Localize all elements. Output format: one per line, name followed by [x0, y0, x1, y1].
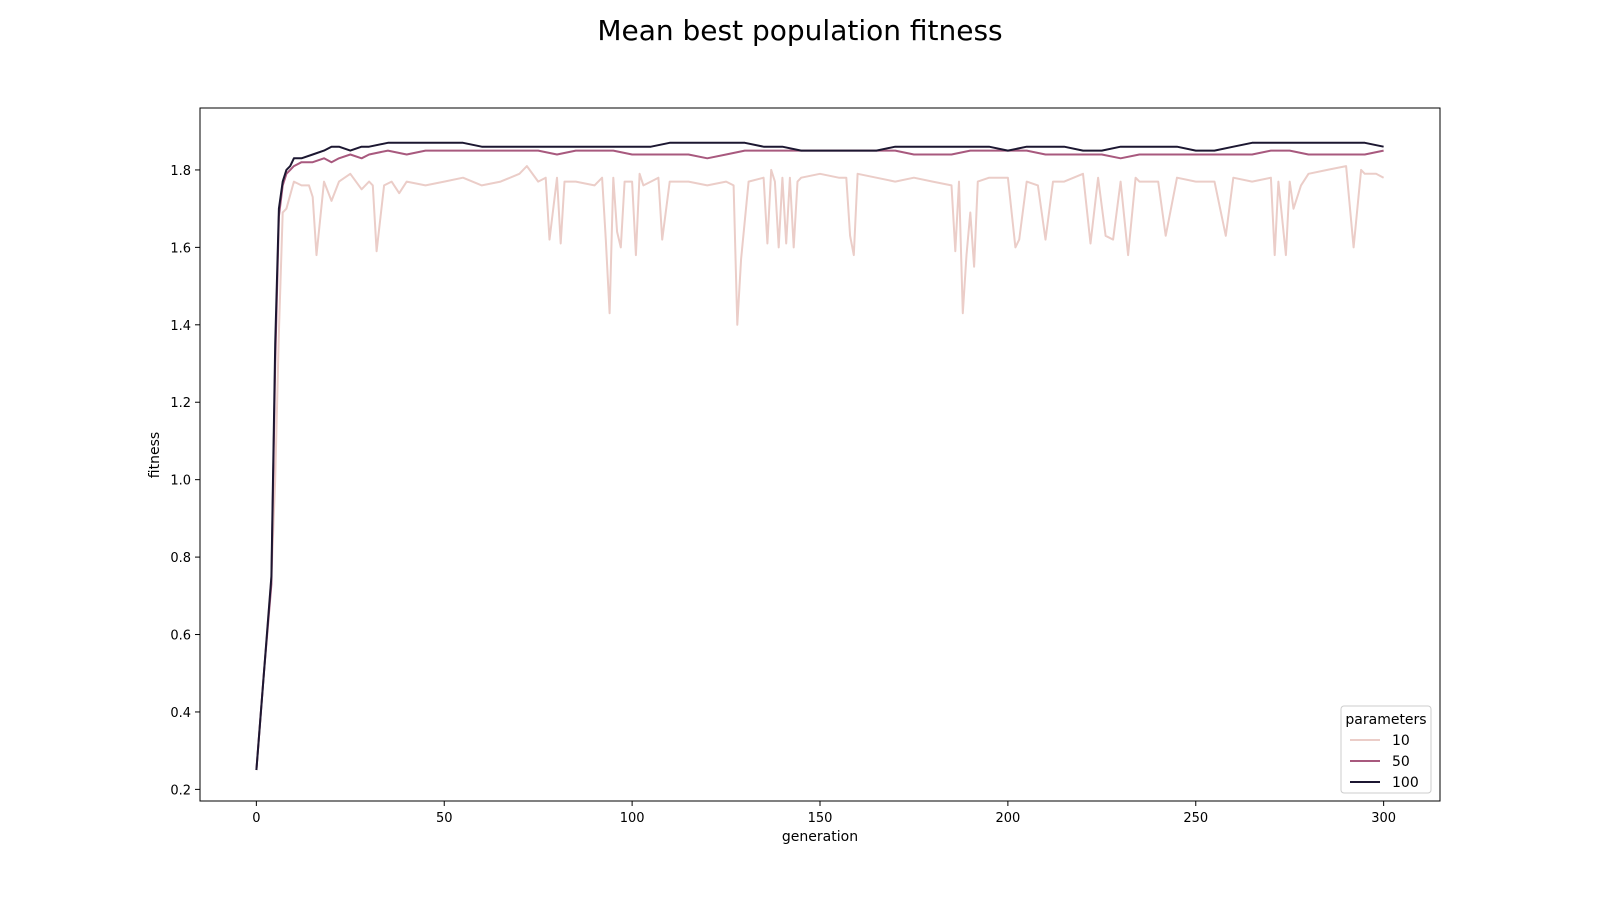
y-tick-label: 1.4	[170, 319, 191, 334]
legend-items: 10 50 100	[1350, 733, 1419, 791]
series-line-10	[255, 165, 1385, 771]
x-tick-label: 200	[995, 811, 1020, 826]
x-tick-label: 300	[1371, 811, 1396, 826]
x-tick-label: 250	[1183, 811, 1208, 826]
x-tick-label: 50	[436, 811, 453, 826]
y-tick-label: 0.8	[170, 551, 191, 566]
y-tick-label: 0.6	[170, 629, 191, 644]
legend-label-100: 100	[1392, 775, 1419, 791]
series-line-100	[255, 141, 1384, 771]
legend: parameters 10 50 100	[1340, 705, 1432, 794]
y-tick-label: 1.8	[170, 164, 191, 179]
series-group	[255, 141, 1385, 771]
legend-label-10: 10	[1392, 733, 1410, 749]
x-axis: 0 50 100 150 200 250 300	[252, 801, 1396, 826]
x-tick-label: 0	[252, 811, 260, 826]
y-tick-label: 1.2	[170, 396, 191, 411]
plot-frame	[199, 107, 1441, 802]
y-tick-label: 0.4	[170, 706, 191, 721]
legend-label-50: 50	[1392, 754, 1410, 770]
x-tick-label: 150	[808, 811, 833, 826]
chart-title: Mean best population fitness	[597, 14, 1002, 47]
legend-title: parameters	[1345, 712, 1426, 728]
x-tick-label: 100	[620, 811, 645, 826]
y-tick-label: 0.2	[170, 783, 191, 798]
series-line-50	[255, 149, 1384, 771]
legend-box	[1340, 705, 1432, 794]
y-axis-label: fitness	[147, 432, 163, 478]
x-axis-label: generation	[782, 829, 858, 845]
y-tick-label: 1.0	[170, 474, 191, 489]
y-axis: 0.2 0.4 0.6 0.8 1.0 1.2 1.4 1.6 1.8	[170, 164, 200, 798]
y-tick-label: 1.6	[170, 241, 191, 256]
